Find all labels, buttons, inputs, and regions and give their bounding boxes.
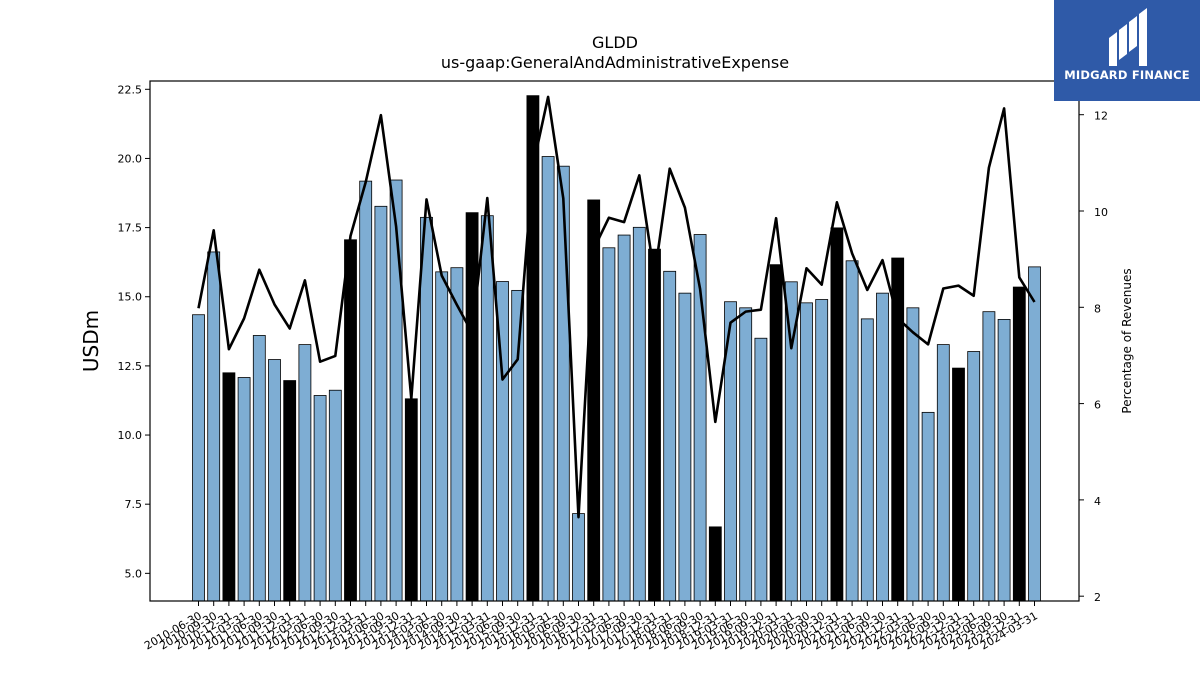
bar-2018-06-30 (678, 292, 692, 602)
plot-frame (149, 80, 1080, 602)
bar-2022-03-31 (906, 307, 920, 602)
bar-2019-12-31 (769, 264, 783, 602)
y-tick-label: 7.5 (125, 498, 143, 511)
y2-tick-label: 4 (1094, 495, 1101, 508)
bar-2016-09-30 (572, 513, 585, 602)
bar-2013-12-31 (404, 398, 418, 602)
bar-2020-12-31 (830, 227, 844, 602)
bar-2010-09-30 (207, 251, 221, 602)
bar-2014-03-31 (420, 216, 433, 602)
bar-2010-06-30 (192, 314, 205, 602)
bar-2019-09-30 (754, 337, 768, 602)
y2-tick-label: 6 (1094, 399, 1101, 412)
axes-group: 5.07.510.012.515.017.520.022.52468101220… (118, 80, 1108, 652)
y-tick-label: 10.0 (118, 429, 143, 442)
bar-2017-06-30 (617, 234, 631, 602)
bar-2023-06-30 (982, 311, 996, 602)
bar-2023-03-31 (967, 351, 981, 602)
bar-2011-12-31 (283, 380, 297, 602)
y2-axis-label: Percentage of Revenues (1120, 268, 1134, 413)
bar-2014-06-30 (435, 271, 449, 602)
bar-2017-09-30 (632, 226, 646, 602)
bar-2012-09-30 (328, 389, 342, 602)
percentage-line (197, 95, 1036, 519)
bar-2013-03-31 (359, 180, 373, 602)
y2-tick-label: 2 (1094, 591, 1101, 604)
logo-text: MIDGARD FINANCE (1064, 68, 1190, 82)
bar-2018-12-31 (708, 526, 722, 602)
y-tick-label: 15.0 (118, 291, 143, 304)
y-tick-label: 12.5 (118, 360, 143, 373)
brand-logo: MIDGARD FINANCE (1054, 0, 1200, 101)
midgard-logo-icon (1109, 8, 1147, 66)
bar-2011-09-30 (268, 359, 281, 602)
chart-title: GLDD (592, 33, 638, 52)
bar-2021-03-31 (845, 260, 859, 602)
bar-2015-03-31 (480, 215, 494, 602)
y-tick-label: 20.0 (118, 152, 143, 165)
bar-2010-12-31 (222, 372, 236, 602)
y2-tick-label: 12 (1094, 110, 1108, 123)
y-tick-label: 5.0 (125, 567, 143, 580)
bar-2020-06-30 (800, 302, 813, 602)
bar-2014-12-31 (465, 212, 479, 602)
bar-2018-03-31 (663, 270, 677, 602)
bar-2023-12-31 (1012, 286, 1026, 602)
bar-2013-06-30 (374, 205, 388, 602)
bar-2011-06-30 (252, 335, 266, 602)
bar-2017-03-31 (602, 247, 616, 602)
bar-2011-03-31 (237, 377, 251, 602)
bar-2016-06-30 (556, 165, 570, 602)
bar-2020-09-30 (815, 299, 829, 602)
chart-subtitle: us-gaap:GeneralAndAdministrativeExpense (441, 53, 789, 72)
line-layer (197, 95, 1036, 519)
bar-2024-03-31 (1028, 266, 1041, 602)
y-tick-label: 17.5 (118, 222, 143, 235)
bar-2014-09-30 (450, 267, 464, 602)
y-tick-label: 22.5 (118, 83, 143, 96)
bar-2019-06-30 (739, 307, 753, 602)
bar-2016-03-31 (541, 156, 555, 602)
bar-2022-06-30 (921, 411, 935, 602)
bar-2021-12-31 (891, 257, 905, 602)
bar-2017-12-31 (648, 248, 661, 602)
bar-2012-06-30 (313, 395, 327, 602)
bar-2022-12-31 (952, 367, 965, 602)
bar-2013-09-30 (389, 179, 403, 602)
y2-tick-label: 8 (1094, 302, 1101, 315)
bar-2022-09-30 (936, 344, 950, 602)
bar-2021-09-30 (876, 292, 889, 602)
bar-2021-06-30 (860, 318, 874, 602)
bar-2015-09-30 (511, 289, 525, 602)
bar-2023-09-30 (997, 319, 1011, 602)
bar-group (192, 95, 1041, 602)
y-axis-label: USDm (79, 310, 103, 372)
y2-tick-label: 10 (1094, 206, 1108, 219)
bar-2012-03-31 (298, 344, 312, 602)
bar-2012-12-31 (344, 239, 357, 602)
